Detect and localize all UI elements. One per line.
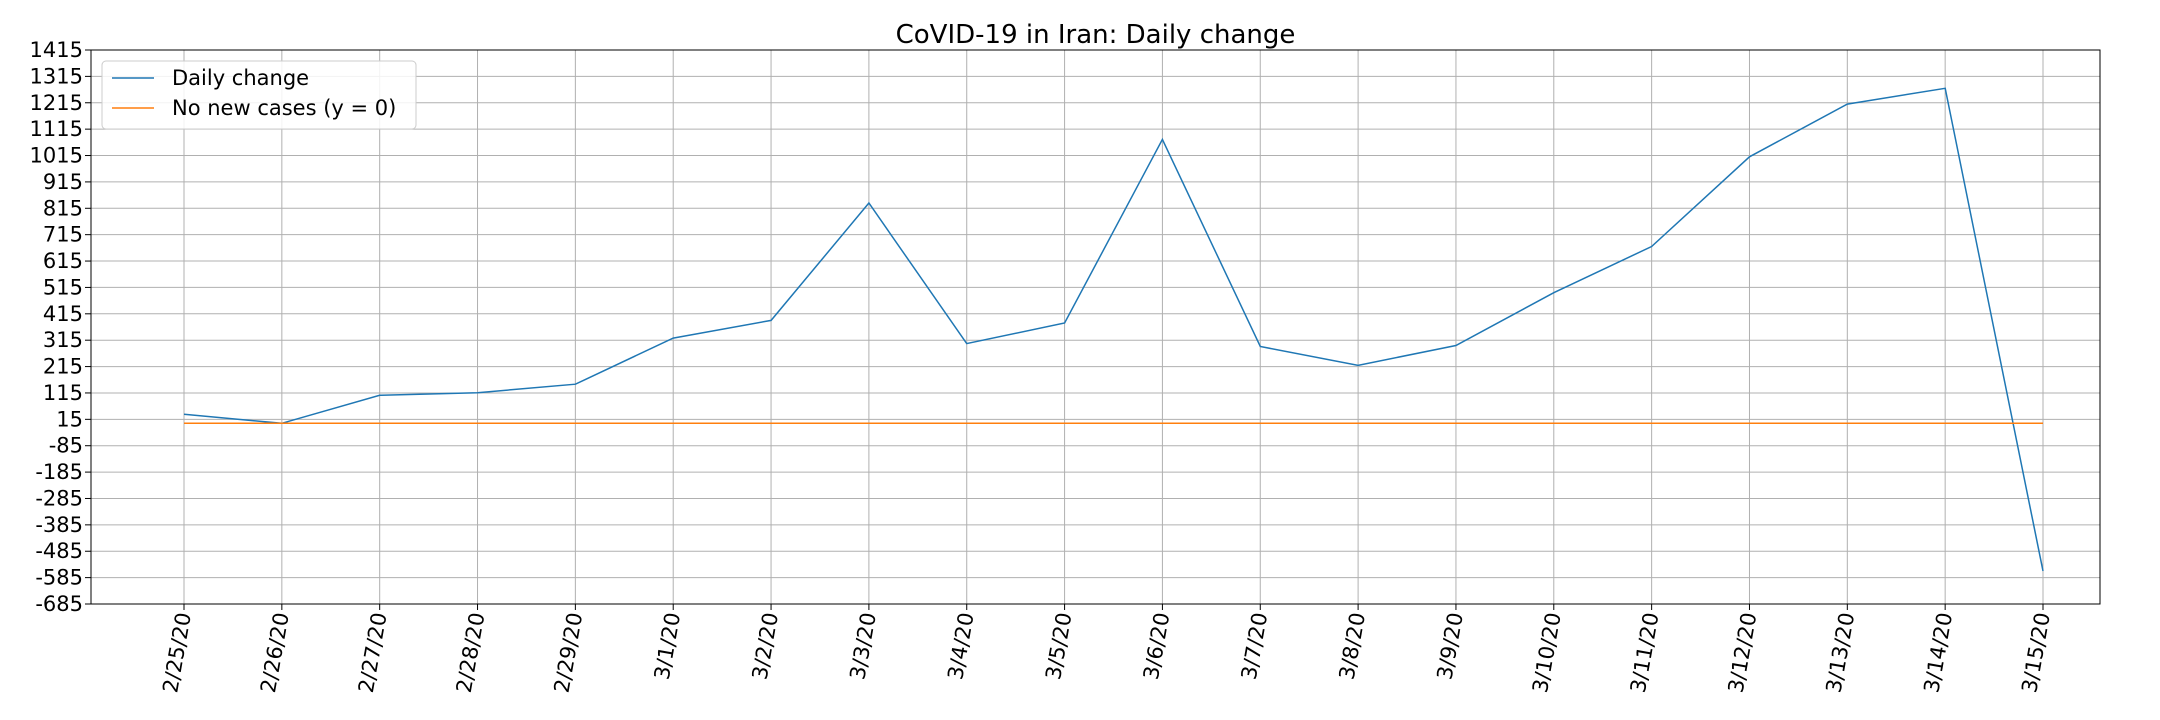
y-tick-label: -685 (35, 592, 83, 616)
x-tick-label: 3/14/20 (1919, 611, 1957, 695)
y-tick-label: -485 (35, 539, 83, 563)
x-tick-label: 3/15/20 (2017, 611, 2055, 695)
legend-box (101, 60, 417, 130)
y-tick-label: 1015 (30, 144, 83, 168)
y-tick-label: 1215 (30, 91, 83, 115)
y-tick-label: -285 (35, 486, 83, 510)
x-tick-label: 3/1/20 (650, 611, 685, 682)
x-tick-label: 3/5/20 (1041, 611, 1076, 682)
y-tick-label: 715 (43, 223, 83, 247)
legend-label: No new cases (y = 0) (172, 96, 396, 120)
x-tick-label: 3/6/20 (1139, 611, 1174, 682)
x-tick-label: 2/27/20 (354, 611, 392, 695)
y-tick-label: 1415 (30, 38, 83, 62)
x-tick-label: 3/9/20 (1432, 611, 1467, 682)
y-tick-label: 515 (43, 275, 83, 299)
legend-label: Daily change (172, 66, 309, 90)
y-tick-label: -185 (35, 460, 83, 484)
x-tick-label: 3/2/20 (748, 611, 783, 682)
x-tick-label: 3/13/20 (1822, 611, 1860, 695)
y-tick-label: -585 (35, 566, 83, 590)
x-tick-label: 2/25/20 (158, 611, 196, 695)
grid (91, 49, 2100, 605)
y-tick-label: 115 (43, 381, 83, 405)
series-line-daily-change (183, 87, 2044, 572)
x-tick-label: 2/26/20 (256, 611, 294, 695)
x-axis-ticks: 2/25/20 2/26/20 2/27/20 2/28/20 2/29/20 3/1/2… (158, 604, 2055, 695)
y-tick-label: 1315 (30, 64, 83, 88)
x-tick-label: 3/8/20 (1335, 611, 1370, 682)
legend: Daily change No new cases (y = 0) (101, 60, 417, 130)
x-tick-label: 3/4/20 (943, 611, 978, 682)
y-tick-label: 1115 (30, 117, 83, 141)
x-tick-label: 3/11/20 (1626, 611, 1664, 695)
y-tick-label: 915 (43, 170, 83, 194)
y-tick-label: 615 (43, 249, 83, 273)
y-tick-label: 315 (43, 328, 83, 352)
series-group (183, 87, 2044, 572)
chart-title: CoVID-19 in Iran: Daily change (896, 20, 1296, 50)
x-tick-label: 3/12/20 (1724, 611, 1762, 695)
y-tick-label: -85 (49, 434, 83, 458)
y-tick-label: -385 (35, 513, 83, 537)
y-tick-label: 415 (43, 302, 83, 326)
x-tick-label: 3/10/20 (1528, 611, 1566, 695)
x-tick-label: 2/28/20 (452, 611, 490, 695)
x-tick-label: 3/7/20 (1237, 611, 1272, 682)
plot-frame (90, 49, 2101, 605)
x-tick-label: 3/3/20 (845, 611, 880, 682)
y-tick-label: 215 (43, 355, 83, 379)
x-tick-label: 2/29/20 (550, 611, 588, 695)
y-tick-label: 815 (43, 196, 83, 220)
y-tick-label: 15 (56, 407, 83, 431)
